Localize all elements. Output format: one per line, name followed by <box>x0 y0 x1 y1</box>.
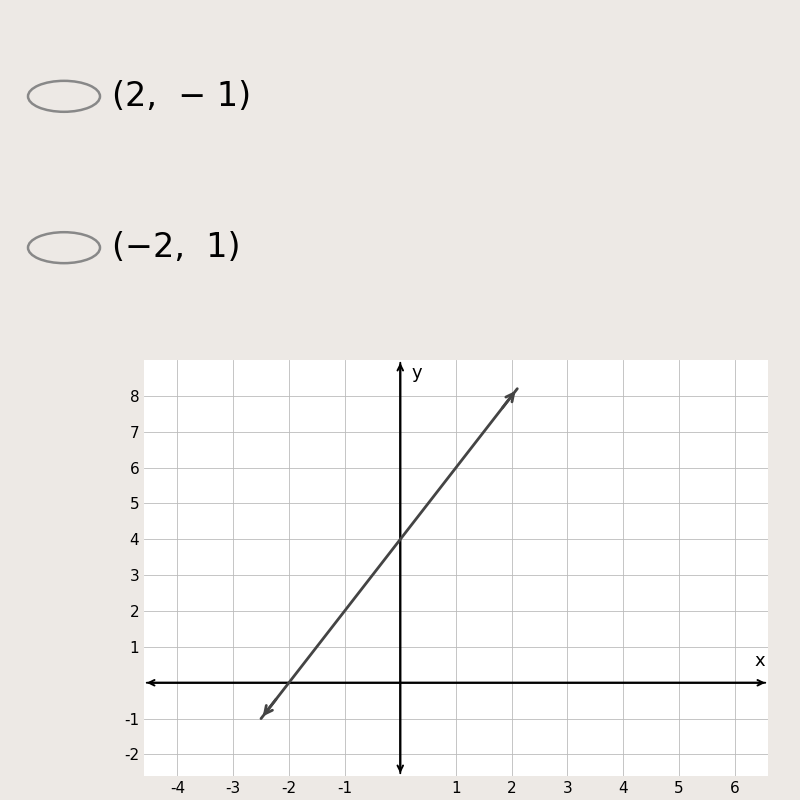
Text: (−2,  1): (−2, 1) <box>112 231 241 264</box>
Text: y: y <box>411 363 422 382</box>
Text: (2,  − 1): (2, − 1) <box>112 80 251 113</box>
Text: x: x <box>754 652 766 670</box>
